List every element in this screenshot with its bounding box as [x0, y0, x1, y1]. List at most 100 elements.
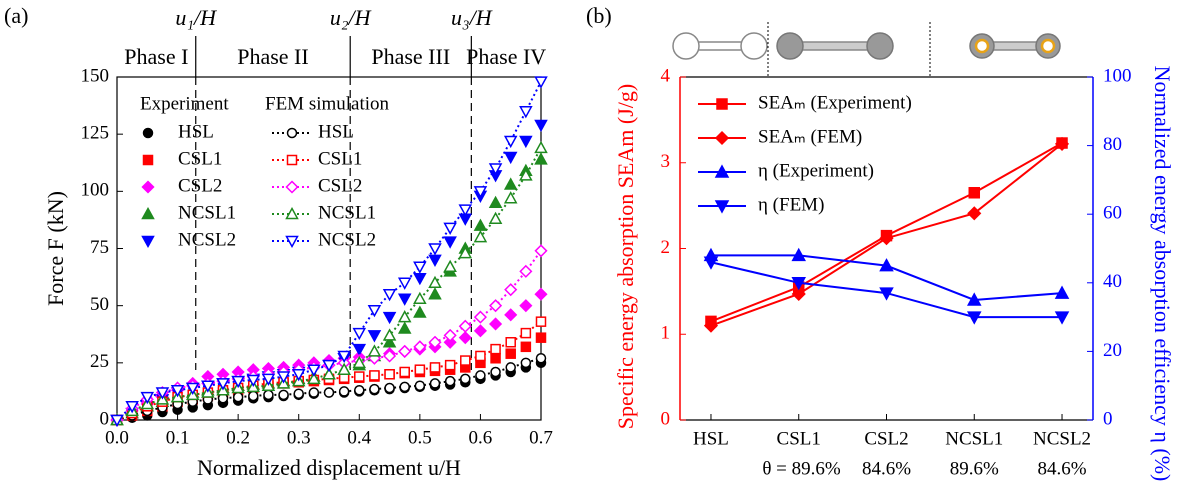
- marker: [201, 380, 215, 393]
- marker: [369, 383, 380, 395]
- marker: [519, 106, 533, 119]
- marker: [397, 293, 412, 306]
- phase-label: Phase II: [237, 44, 308, 69]
- marker: [534, 140, 548, 154]
- marker: [490, 343, 501, 355]
- y-tick-label: 75: [90, 237, 109, 258]
- marker: [490, 366, 501, 378]
- panel-label: (a): [4, 3, 28, 28]
- x-tick-label: 0.3: [287, 427, 311, 448]
- marker: [503, 177, 518, 190]
- marker: [473, 186, 488, 199]
- legend-label: CSL1: [178, 148, 222, 169]
- marker: [534, 152, 548, 165]
- marker: [413, 291, 427, 305]
- category-note: 89.6%: [950, 458, 999, 479]
- marker: [444, 375, 456, 387]
- marker: [354, 371, 365, 382]
- x-tick-label: 0.1: [166, 427, 190, 448]
- marker: [966, 311, 982, 325]
- legend-label: NCSL2: [318, 229, 376, 250]
- legend-label: CSL1: [318, 148, 362, 169]
- marker: [382, 328, 397, 341]
- marker: [967, 206, 982, 221]
- category-note: 84.6%: [862, 458, 911, 479]
- legend-header: Experiment: [140, 93, 229, 114]
- icon-ncsl: [969, 33, 1061, 59]
- marker: [489, 317, 503, 331]
- marker: [110, 414, 124, 428]
- phase-label: Phase III: [371, 44, 450, 69]
- marker: [703, 256, 719, 270]
- y-tick-label: 2: [661, 237, 671, 258]
- marker: [504, 283, 518, 297]
- boundary-label: u₃/H: [451, 5, 493, 30]
- x-tick-label: CSL2: [864, 428, 908, 449]
- marker: [488, 195, 503, 209]
- marker: [429, 378, 441, 389]
- marker: [231, 375, 245, 389]
- marker: [458, 319, 472, 333]
- legend-label: HSL: [318, 121, 354, 142]
- legend-label: η (FEM): [758, 194, 824, 215]
- marker: [384, 369, 395, 380]
- marker: [337, 350, 351, 364]
- x-tick-label: 0.4: [347, 427, 371, 448]
- y-tick-label: 25: [90, 351, 109, 372]
- y-tick-label: 3: [661, 151, 671, 172]
- marker: [488, 163, 503, 176]
- marker: [397, 310, 412, 323]
- y-tick-label: 0: [100, 408, 110, 429]
- marker: [520, 327, 532, 339]
- y-axis-label: Force F (kN): [43, 191, 68, 306]
- y2-tick-label: 0: [1103, 408, 1113, 429]
- marker: [443, 335, 457, 349]
- marker: [307, 371, 321, 385]
- marker: [428, 275, 442, 289]
- y-tick-label: 50: [90, 294, 109, 315]
- marker: [489, 299, 503, 313]
- marker: [263, 389, 274, 401]
- marker: [125, 401, 139, 414]
- marker: [968, 187, 981, 199]
- marker: [293, 388, 304, 399]
- legend-header: FEM simulation: [265, 93, 390, 114]
- marker: [413, 305, 427, 318]
- y-tick-label: 0: [661, 408, 671, 429]
- legend-marker: [141, 206, 155, 220]
- series-line: [116, 250, 542, 421]
- specimen-icons: [672, 22, 1061, 76]
- marker: [382, 335, 397, 348]
- marker: [534, 244, 548, 258]
- marker: [475, 350, 486, 362]
- y2-tick-label: 20: [1103, 340, 1122, 361]
- legend-label: HSL: [178, 121, 214, 142]
- marker: [428, 243, 442, 256]
- marker: [534, 76, 548, 89]
- marker: [443, 236, 457, 249]
- x-tick-label: 0.2: [226, 427, 250, 448]
- marker: [534, 119, 548, 133]
- marker: [879, 231, 894, 246]
- marker: [413, 272, 427, 286]
- legend-marker: [141, 180, 155, 194]
- marker: [429, 362, 441, 373]
- y2-tick-label: 40: [1103, 271, 1122, 292]
- legend-marker: [286, 127, 298, 139]
- y-tick-label: 1: [661, 323, 671, 344]
- marker: [473, 230, 488, 243]
- marker: [170, 385, 185, 398]
- x-tick-label: NCSL1: [945, 428, 1003, 449]
- marker: [505, 362, 516, 373]
- marker: [399, 381, 410, 393]
- marker: [338, 386, 350, 397]
- y-tick-label: 125: [81, 123, 110, 144]
- marker: [1054, 311, 1070, 325]
- marker: [398, 344, 412, 358]
- marker: [397, 321, 412, 334]
- marker: [460, 373, 471, 385]
- marker: [216, 378, 230, 391]
- marker: [504, 308, 518, 322]
- legend-marker: [714, 164, 730, 178]
- legend-marker: [286, 154, 298, 166]
